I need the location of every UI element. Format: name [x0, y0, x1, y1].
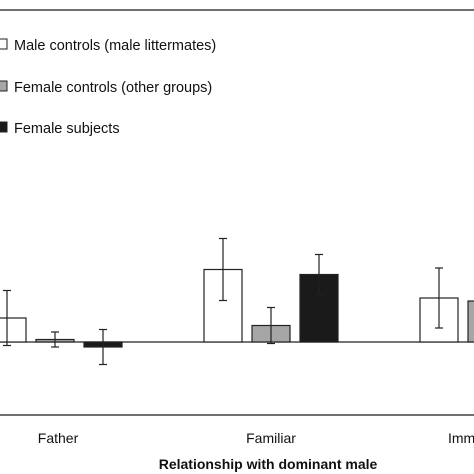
legend-label-female-subjects: Female subjects	[14, 121, 120, 137]
legend-swatch-female-subjects	[0, 121, 8, 133]
legend-label-female-controls: Female controls (other groups)	[14, 80, 212, 96]
x-axis-title: Relationship with dominant male	[159, 456, 378, 472]
x-tick-imm: Imm	[448, 430, 474, 446]
x-tick-father: Father	[38, 430, 79, 446]
plot-frame	[0, 9, 474, 416]
bar-marks	[0, 237, 474, 366]
legend-label-male-controls: Male controls (male littermates)	[14, 38, 216, 54]
bar	[0, 317, 27, 343]
legend: Male controls (male littermates) Female …	[0, 38, 216, 137]
bar	[467, 300, 474, 343]
x-tick-familiar: Familiar	[246, 430, 296, 446]
legend-swatch-female-controls	[0, 80, 8, 92]
legend-swatch-male-controls	[0, 38, 8, 50]
